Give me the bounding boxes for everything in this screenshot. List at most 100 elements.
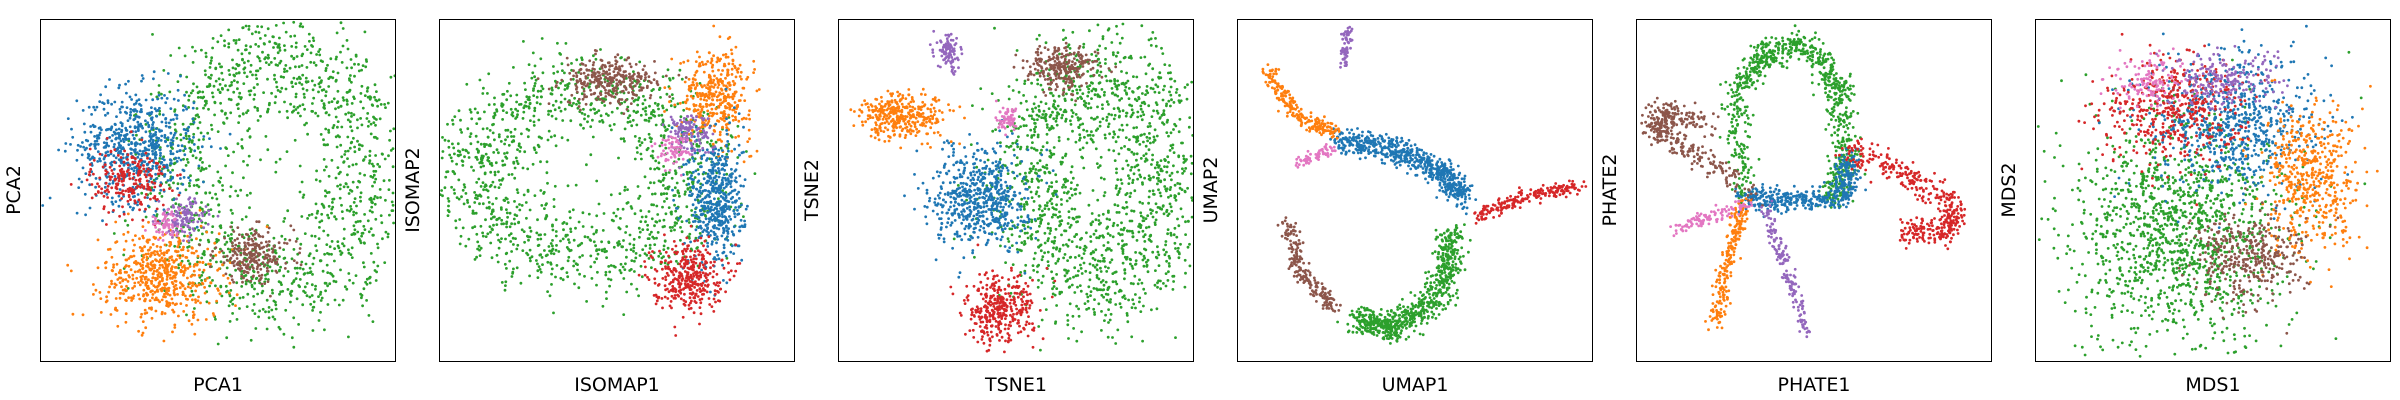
scatter-point — [586, 235, 590, 239]
scatter-point — [360, 144, 364, 148]
scatter-point — [267, 240, 271, 243]
scatter-point — [312, 61, 316, 65]
scatter-point — [205, 230, 209, 234]
scatter-point — [616, 207, 620, 211]
scatter-point — [271, 315, 275, 319]
scatter-point — [665, 92, 669, 96]
scatter-point — [301, 103, 305, 106]
scatter-point — [587, 85, 591, 89]
scatter-point — [165, 219, 168, 223]
scatter-point — [666, 246, 670, 250]
scatter-point — [352, 213, 355, 217]
scatter-point — [516, 162, 520, 166]
scatter-point — [88, 183, 92, 187]
scatter-point — [196, 299, 200, 303]
scatter-point — [664, 187, 667, 190]
scatter-point — [152, 121, 155, 124]
scatter-point — [357, 143, 361, 147]
cluster-orange-points — [663, 24, 761, 164]
scatter-point — [167, 226, 171, 230]
scatter-point — [184, 128, 188, 132]
scatter-point — [245, 253, 249, 256]
scatter-point — [228, 281, 232, 285]
scatter-point — [112, 263, 115, 267]
scatter-point — [229, 208, 233, 212]
scatter-point — [572, 101, 575, 105]
scatter-point — [133, 284, 136, 288]
scatter-point — [538, 268, 542, 271]
scatter-point — [663, 200, 666, 203]
scatter-point — [635, 287, 639, 291]
scatter-point — [173, 259, 176, 263]
scatter-point — [121, 174, 124, 178]
scatter-point — [167, 121, 171, 125]
scatter-point — [200, 279, 204, 282]
scatter-point — [261, 261, 265, 265]
scatter-point — [244, 282, 248, 286]
scatter-point — [263, 34, 267, 37]
scatter-point — [379, 214, 383, 218]
scatter-point — [110, 200, 114, 204]
scatter-point — [223, 231, 227, 235]
scatter-point — [132, 137, 136, 141]
scatter-point — [226, 259, 229, 262]
scatter-point — [647, 257, 651, 260]
scatter-point — [595, 214, 599, 218]
scatter-point — [532, 94, 536, 97]
scatter-point — [173, 279, 177, 283]
scatter-point — [464, 192, 468, 195]
scatter-point — [136, 203, 139, 207]
scatter-point — [149, 137, 153, 141]
scatter-point — [172, 271, 175, 274]
scatter-point — [145, 258, 149, 262]
scatter-point — [554, 230, 558, 233]
scatter-point — [193, 149, 197, 153]
scatter-point — [731, 59, 735, 63]
scatter-point — [346, 185, 350, 189]
scatter-point — [143, 299, 146, 303]
scatter-point — [251, 239, 255, 243]
scatter-point — [563, 88, 567, 91]
scatter-point — [139, 315, 143, 319]
scatter-point — [266, 53, 270, 57]
scatter-point — [258, 263, 262, 267]
scatter-point — [273, 101, 277, 105]
scatter-point — [371, 201, 374, 205]
scatter-point — [96, 266, 100, 270]
scatter-point — [245, 75, 249, 78]
scatter-point — [378, 165, 381, 169]
scatter-point — [241, 57, 244, 61]
scatter-point — [359, 92, 363, 95]
scatter-point — [148, 134, 152, 138]
scatter-point — [324, 69, 328, 72]
scatter-point — [114, 200, 118, 204]
scatter-point — [350, 129, 354, 133]
scatter-point — [649, 116, 653, 120]
scatter-point — [652, 203, 655, 207]
scatter-point — [156, 97, 159, 101]
scatter-point — [233, 259, 236, 263]
scatter-point — [547, 245, 551, 248]
scatter-point — [673, 228, 676, 232]
scatter-point — [580, 111, 584, 115]
scatter-point — [211, 46, 215, 50]
scatter-point — [638, 230, 642, 234]
scatter-point — [217, 77, 221, 81]
scatter-point — [203, 291, 207, 295]
scatter-point — [374, 154, 377, 157]
scatter-point — [657, 161, 661, 165]
scatter-point — [48, 196, 52, 200]
scatter-point — [298, 247, 302, 250]
scatter-point — [632, 72, 636, 76]
scatter-point — [571, 208, 575, 212]
scatter-point — [311, 102, 314, 105]
scatter-point — [172, 97, 176, 101]
scatter-point — [107, 190, 110, 194]
scatter-point — [207, 209, 211, 213]
scatter-point — [220, 249, 224, 253]
scatter-point — [123, 219, 127, 223]
scatter-point — [303, 232, 307, 236]
scatter-point — [265, 225, 269, 229]
scatter-point — [495, 223, 499, 227]
scatter-point — [208, 137, 211, 140]
